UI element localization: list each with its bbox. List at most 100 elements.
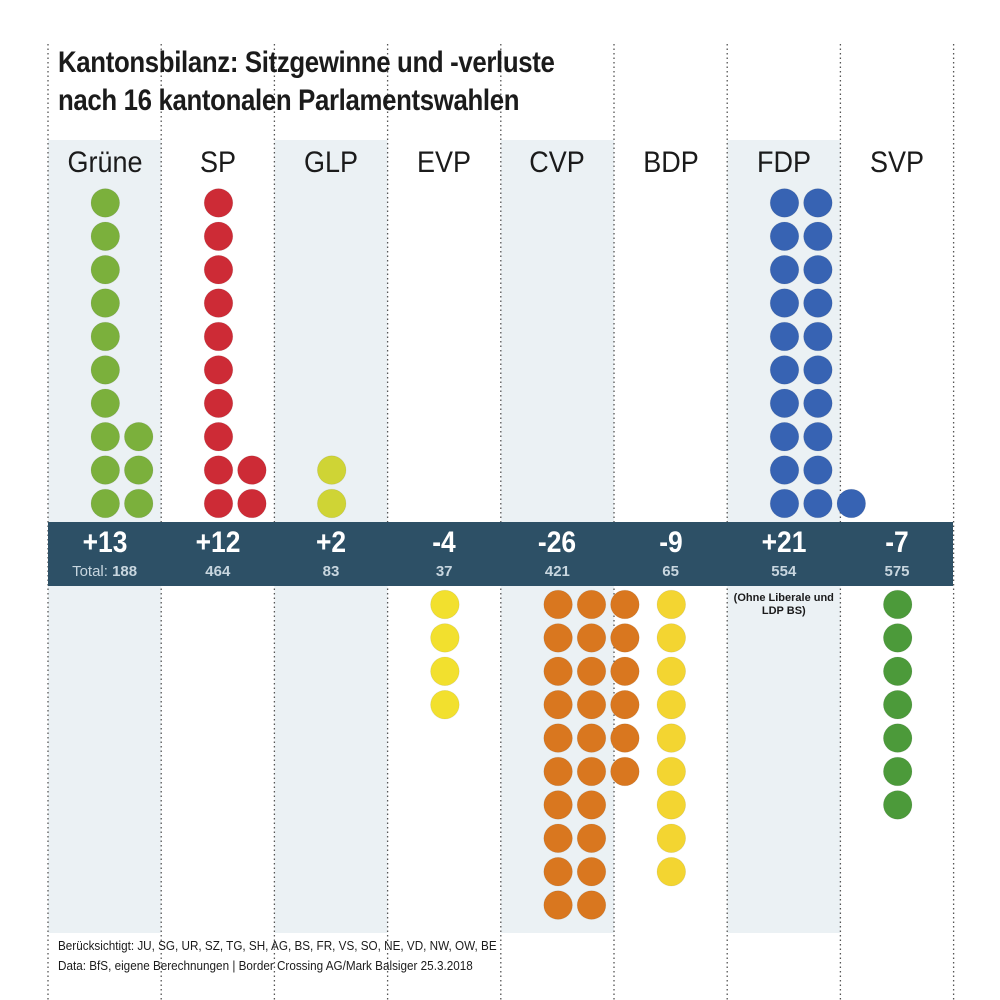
seat-dot-cvp: [576, 656, 607, 687]
seat-dot-cvp: [543, 589, 573, 620]
seat-dot-cvp: [576, 589, 607, 620]
seat-total-value: 83: [322, 563, 340, 580]
seat-total-value: 188: [112, 563, 138, 580]
party-label-1: SP: [199, 146, 236, 179]
seat-dot-cvp: [610, 756, 640, 787]
seat-total-1: 464: [161, 563, 275, 580]
seat-dot-grüne: [90, 455, 121, 485]
net-change-1: +12: [195, 526, 241, 559]
seat-dot-sp: [203, 288, 234, 318]
party-label-3: EVP: [417, 146, 472, 179]
seat-dot-cvp: [543, 756, 573, 787]
seat-dot-cvp: [576, 623, 607, 653]
seat-dot-grüne: [90, 255, 121, 285]
seat-dot-cvp: [543, 823, 573, 854]
seat-total-4: 421: [500, 563, 614, 580]
seat-total-value: 421: [544, 563, 570, 580]
seat-dot-evp: [430, 656, 460, 687]
seat-dot-cvp: [576, 857, 607, 887]
seat-dot-sp: [203, 221, 234, 252]
seat-dot-fdp: [803, 255, 833, 285]
seat-dot-sp: [203, 321, 234, 352]
seat-dot-cvp: [543, 690, 573, 720]
seat-dot-sp: [203, 488, 234, 519]
party-label-5: BDP: [642, 146, 699, 179]
net-change-3: -4: [432, 526, 456, 559]
seat-dot-fdp: [803, 455, 833, 485]
net-change-4: -26: [538, 526, 577, 559]
seat-dot-grüne: [90, 288, 121, 318]
seat-dot-bdp: [656, 823, 687, 854]
party-label-2: GLP: [303, 146, 359, 179]
seat-dot-bdp: [656, 723, 687, 753]
seat-dot-svp: [883, 623, 913, 653]
seat-total-5: 65: [614, 563, 728, 580]
seat-total-2: 83: [274, 563, 388, 580]
seat-dot-fdp: [803, 488, 833, 519]
seat-dot-fdp: [803, 388, 833, 419]
seat-dot-fdp: [769, 422, 800, 452]
seat-total-6: 554: [727, 563, 841, 580]
seat-dot-fdp: [769, 488, 800, 519]
party-label-4: CVP: [529, 146, 586, 179]
chart-title-line-2: nach 16 kantonalen Parlamentswahlen: [58, 84, 520, 117]
seat-dot-glp: [317, 455, 347, 485]
seat-dot-sp: [203, 255, 234, 285]
seat-dot-svp: [883, 790, 913, 820]
seat-dot-fdp: [769, 221, 800, 252]
seat-dot-sp: [237, 488, 267, 519]
seat-dot-cvp: [576, 723, 607, 753]
seat-dot-bdp: [656, 589, 687, 620]
seat-dot-cvp: [576, 756, 607, 787]
seat-total-value: 464: [205, 563, 231, 580]
seat-dot-sp: [203, 422, 234, 452]
source-cantons: Berücksichtigt: JU, SG, UR, SZ, TG, SH, …: [58, 938, 497, 953]
seat-dot-fdp: [769, 355, 800, 385]
seat-dot-cvp: [576, 790, 607, 820]
seat-total-value: 575: [884, 563, 910, 580]
seat-dot-sp: [203, 455, 234, 485]
net-change-band: [48, 522, 953, 586]
seat-dot-fdp: [803, 422, 833, 452]
seat-total-value: 37: [435, 563, 453, 580]
chart-title-line-1: Kantonsbilanz: Sitzgewinne und -verluste: [58, 46, 555, 79]
seat-total-3: 37: [387, 563, 501, 580]
seat-dot-bdp: [656, 857, 687, 887]
seat-dot-fdp: [803, 355, 833, 385]
seat-dot-cvp: [543, 857, 573, 887]
seat-dot-evp: [430, 589, 460, 620]
seat-dot-grüne: [90, 321, 121, 352]
seat-dot-grüne: [90, 355, 121, 385]
seat-dot-cvp: [576, 823, 607, 854]
net-change-7: -7: [885, 526, 909, 559]
seat-dot-cvp: [543, 623, 573, 653]
seat-total-7: 575: [840, 563, 954, 580]
seat-dot-sp: [237, 455, 267, 485]
party-note-6: (Ohne Liberale und LDP BS): [733, 592, 834, 617]
seat-dot-grüne: [123, 455, 154, 485]
seat-dot-cvp: [610, 589, 640, 620]
party-label-7: SVP: [869, 146, 925, 179]
party-label-0: Grüne: [67, 146, 143, 179]
seat-dot-grüne: [90, 188, 121, 218]
seat-dot-svp: [883, 656, 913, 687]
seat-dot-fdp: [803, 288, 833, 318]
seat-dot-fdp: [769, 255, 800, 285]
net-change-6: +21: [761, 526, 807, 559]
seat-dot-cvp: [576, 890, 607, 920]
seat-dot-bdp: [656, 623, 687, 653]
seat-dot-cvp: [610, 623, 640, 653]
seat-dot-cvp: [610, 723, 640, 753]
seat-dot-evp: [430, 690, 460, 720]
seat-total-value: 65: [662, 563, 679, 580]
net-change-0: +13: [82, 526, 127, 559]
party-label-6: FDP: [756, 146, 811, 179]
seat-dot-cvp: [610, 690, 640, 720]
seat-dot-grüne: [90, 422, 121, 452]
net-change-2: +2: [315, 526, 347, 559]
seat-dot-svp: [883, 589, 913, 620]
seat-dot-grüne: [90, 388, 121, 419]
seat-dot-fdp: [836, 488, 867, 519]
